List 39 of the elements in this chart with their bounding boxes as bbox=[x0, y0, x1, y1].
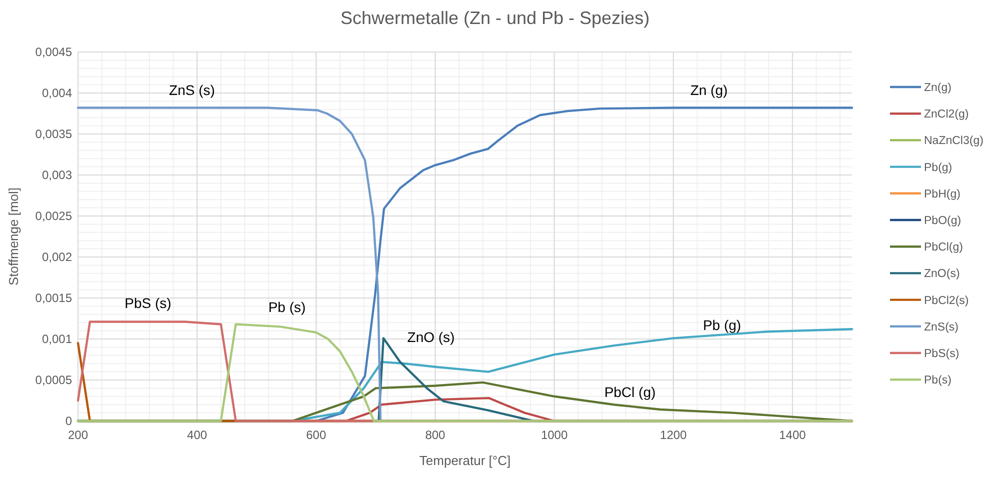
legend-label: PbCl2(s) bbox=[924, 294, 969, 307]
legend-label: ZnS(s) bbox=[924, 321, 959, 334]
x-tick-label: 400 bbox=[187, 428, 208, 442]
x-tick-label: 1200 bbox=[660, 428, 688, 442]
annotation: Pb (s) bbox=[268, 299, 306, 315]
y-tick-label: 0,0015 bbox=[35, 291, 72, 305]
x-tick-label: 1000 bbox=[540, 428, 568, 442]
legend-label: NaZnCl3(g) bbox=[924, 135, 984, 148]
y-tick-label: 0,0035 bbox=[35, 127, 72, 141]
x-tick-label: 800 bbox=[425, 428, 446, 442]
legend-label: PbH(g) bbox=[924, 188, 961, 200]
x-axis-title: Temperatur [°C] bbox=[419, 453, 511, 468]
legend-label: Pb(s) bbox=[924, 374, 952, 387]
annotation: Pb (g) bbox=[702, 317, 742, 333]
legend-label: ZnCl2(g) bbox=[924, 108, 969, 121]
legend-label: PbS(s) bbox=[924, 348, 960, 360]
x-tick-label: 200 bbox=[68, 428, 88, 442]
annotation: PbS (s) bbox=[124, 295, 172, 311]
annotation: PbCl (g) bbox=[604, 384, 656, 400]
y-tick-label: 0,0025 bbox=[35, 209, 72, 223]
legend-label: PbO(g) bbox=[924, 215, 962, 227]
annotation: ZnO (s) bbox=[407, 329, 455, 345]
chart-title: Schwermetalle (Zn - und Pb - Spezies) bbox=[340, 8, 650, 28]
y-tick-label: 0,002 bbox=[42, 250, 72, 264]
y-tick-label: 0,003 bbox=[42, 168, 72, 182]
x-tick-label: 1400 bbox=[779, 428, 806, 442]
y-tick-label: 0,0045 bbox=[35, 45, 72, 59]
legend-label: Zn(g) bbox=[924, 82, 952, 94]
legend-label: Pb(g) bbox=[924, 162, 952, 174]
legend-label: ZnO(s) bbox=[924, 268, 960, 280]
annotation: ZnS (s) bbox=[169, 82, 215, 98]
x-tick-label: 600 bbox=[306, 428, 326, 442]
y-tick-label: 0,004 bbox=[42, 86, 72, 100]
y-tick-label: 0 bbox=[65, 414, 72, 428]
y-axis-title: Stoffmenge [mol] bbox=[6, 187, 21, 286]
y-tick-label: 0,001 bbox=[42, 332, 72, 346]
y-tick-label: 0,0005 bbox=[35, 373, 72, 387]
annotation: Zn (g) bbox=[690, 82, 728, 98]
legend-label: PbCl(g) bbox=[924, 242, 964, 254]
